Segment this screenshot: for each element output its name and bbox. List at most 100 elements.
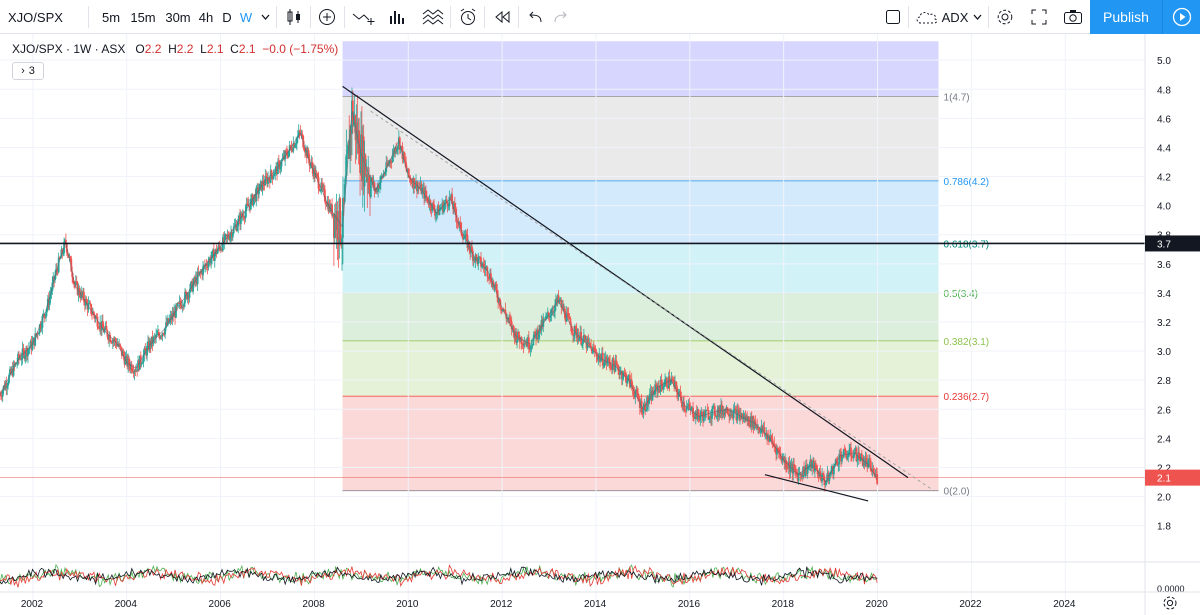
indicators-toggle[interactable]: › 3 (12, 62, 44, 80)
camera-icon[interactable] (1062, 0, 1084, 34)
price-chart[interactable]: 1(4.7) 0.786(4.2) 0.618(3.7) 0.5(3.4) 0.382(… (0, 34, 1200, 615)
candle-body (19, 357, 22, 360)
candle-body (672, 379, 675, 381)
symbol-search[interactable]: XJO/SPX (8, 9, 63, 25)
candle-body (576, 335, 579, 338)
chevron-down-icon[interactable] (258, 0, 272, 34)
candle-body (135, 369, 138, 372)
alert-clock-icon[interactable] (456, 0, 480, 34)
candle-body (658, 387, 661, 392)
candles-icon[interactable] (284, 0, 304, 34)
candle-body (265, 175, 268, 178)
candle-body (60, 249, 63, 258)
candle-body (709, 416, 712, 419)
candle-body (471, 246, 473, 251)
candle-body (295, 138, 298, 144)
last-price-tag (1145, 469, 1200, 486)
candle-body (459, 222, 462, 224)
candle-body (129, 364, 132, 369)
candle-body (406, 168, 409, 173)
interval-30m[interactable]: 30m (165, 9, 191, 25)
candle-body (397, 137, 400, 146)
interval-4h[interactable]: 4h (198, 9, 214, 25)
drawings[interactable] (0, 85, 1145, 502)
candle-body (339, 198, 342, 240)
candle-body (346, 149, 349, 155)
candle-body (783, 456, 786, 464)
templates-icon[interactable] (420, 0, 446, 34)
cloud-icon[interactable] (914, 0, 940, 34)
indicators-icon[interactable] (386, 0, 410, 34)
legend-close-label: C (230, 42, 239, 56)
indicators-count: 3 (28, 65, 35, 77)
candle-body (858, 452, 861, 459)
add-indicator-icon[interactable] (316, 0, 338, 34)
compare-icon[interactable] (350, 0, 378, 34)
fibonacci-retracement[interactable]: 1(4.7) 0.786(4.2) 0.618(3.7) 0.5(3.4) 0.382(… (342, 41, 990, 498)
candle-body (789, 465, 792, 472)
chevron-down-icon[interactable] (970, 0, 984, 34)
candle-body (582, 338, 584, 345)
candle-body (158, 335, 161, 339)
candle-body (345, 154, 348, 176)
candle-body (513, 330, 516, 339)
candle-body (814, 463, 817, 469)
candle-body (17, 353, 19, 363)
undo-icon[interactable] (524, 0, 546, 34)
legend-open: 2.2 (144, 42, 162, 56)
candle-body (524, 343, 527, 345)
candle-body (415, 181, 417, 187)
candle-body (181, 305, 184, 308)
candle-body (434, 214, 437, 216)
candle-body (267, 177, 269, 184)
play-icon[interactable] (1162, 0, 1200, 34)
candle-body (615, 360, 618, 365)
candle-body (160, 336, 163, 338)
candle-body (409, 178, 412, 182)
candle-body (861, 457, 864, 466)
candle-body (802, 466, 805, 478)
candle-body (760, 425, 763, 429)
candle-body (189, 283, 192, 292)
indicator-label[interactable]: ADX (941, 9, 969, 25)
candle-body (671, 378, 674, 380)
candle-body (643, 404, 646, 408)
interval-d[interactable]: D (222, 9, 232, 25)
candle-body (153, 336, 156, 338)
gear-icon[interactable] (1160, 594, 1180, 612)
replay-icon[interactable] (490, 0, 514, 34)
candle-body (343, 184, 346, 202)
candle-body (330, 204, 333, 212)
fib-zone (342, 340, 939, 397)
candle-body (112, 340, 115, 342)
fullscreen-icon[interactable] (1028, 0, 1050, 34)
candle-body (165, 322, 167, 328)
candle-body (349, 129, 352, 159)
candle-body (230, 232, 232, 236)
publish-button[interactable]: Publish (1090, 0, 1162, 34)
candle-body (800, 474, 803, 476)
candle-body (142, 354, 145, 363)
candle-body (248, 205, 250, 207)
candle-body (453, 203, 456, 208)
candle-body (75, 281, 78, 283)
candle-body (122, 351, 125, 357)
candle-body (45, 312, 47, 318)
candle-body (239, 215, 241, 225)
candle-body (90, 304, 93, 314)
interval-w[interactable]: W (239, 9, 253, 25)
gear-icon[interactable] (994, 0, 1016, 34)
candle-body (620, 371, 623, 379)
candle-body (27, 348, 30, 350)
candle-body (687, 404, 690, 407)
candle-body (235, 224, 238, 231)
candle-body (495, 283, 498, 290)
interval-15m[interactable]: 15m (130, 9, 156, 25)
candle-body (441, 202, 444, 209)
candle-body (813, 460, 815, 472)
layout-square-icon[interactable] (882, 0, 904, 34)
candle-body (397, 145, 399, 149)
interval-5m[interactable]: 5m (101, 9, 121, 25)
redo-icon[interactable] (550, 0, 572, 34)
candle-body (383, 174, 386, 176)
